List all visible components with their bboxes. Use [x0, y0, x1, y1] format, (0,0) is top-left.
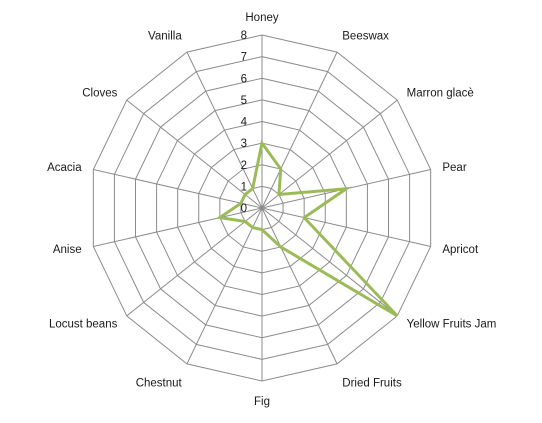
tick-label: 4 — [241, 117, 248, 129]
category-label: Anise — [53, 244, 82, 256]
grid-spoke — [186, 51, 263, 209]
grid-spoke — [93, 169, 263, 209]
grid-spoke — [126, 99, 263, 209]
category-label: Beeswax — [342, 30, 389, 42]
category-label: Chestnut — [136, 378, 183, 390]
tick-label: 2 — [241, 160, 247, 172]
tick-label: 0 — [241, 203, 247, 215]
tick-label: 8 — [241, 30, 247, 42]
tick-label: 1 — [241, 181, 247, 193]
grid-spoke — [261, 207, 398, 317]
tick-label: 3 — [241, 138, 247, 150]
category-label: Honey — [245, 12, 278, 24]
series-layer — [215, 139, 399, 318]
grid-spoke — [126, 207, 263, 317]
category-label: Yellow Fruits Jam — [407, 318, 497, 330]
radar-grid — [92, 34, 432, 382]
grid-spoke — [261, 207, 431, 247]
tick-label: 5 — [241, 95, 247, 107]
grid-spoke — [186, 207, 263, 365]
tick-label: 6 — [241, 73, 247, 85]
category-label: Dried Fruits — [342, 378, 402, 390]
series-line — [215, 139, 399, 318]
category-label: Acacia — [47, 162, 82, 174]
category-label: Locust beans — [49, 318, 118, 330]
tick-label: 7 — [241, 52, 247, 64]
category-label: Apricot — [442, 244, 479, 256]
grid-spoke — [261, 51, 338, 209]
category-label: Cloves — [82, 88, 117, 100]
grid-spoke — [261, 99, 398, 209]
category-label: Marron glacè — [407, 88, 474, 100]
category-label: Pear — [442, 162, 466, 174]
radial-tick-labels: 0 1 2 3 4 5 6 7 8 — [241, 30, 248, 215]
grid-spoke — [261, 207, 338, 365]
category-label: Fig — [254, 396, 270, 408]
grid-spoke — [93, 207, 263, 247]
category-labels: Honey Beeswax Marron glacè Pear Apricot Yello… — [47, 12, 496, 408]
category-label: Vanilla — [148, 30, 182, 42]
